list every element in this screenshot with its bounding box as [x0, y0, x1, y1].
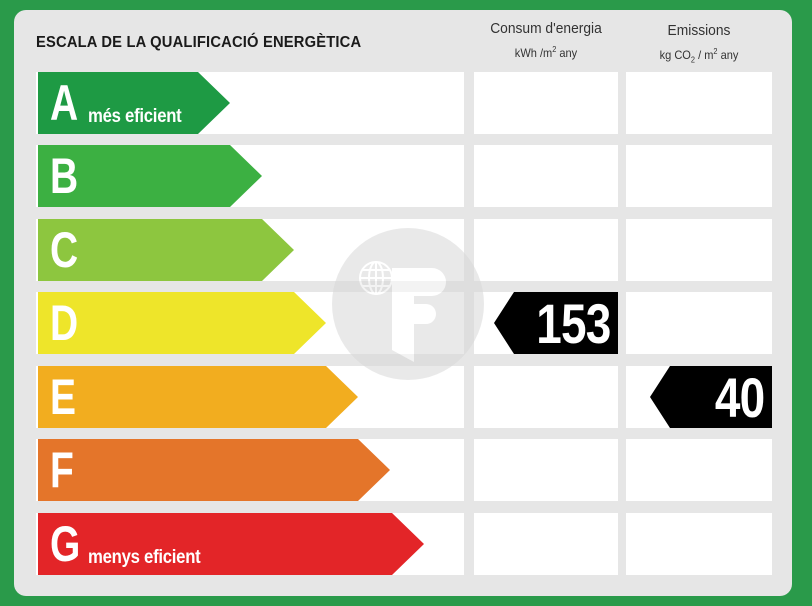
- consumption-cell: [474, 439, 618, 501]
- emissions-unit: kg CO2 / m2 any: [659, 47, 739, 65]
- class-letter: D: [50, 295, 79, 351]
- emissions-rating-value: 40: [714, 366, 765, 429]
- class-band-c: C: [36, 219, 294, 281]
- class-row-b: B: [0, 145, 812, 207]
- class-row-e: E 40: [0, 366, 812, 429]
- consumption-cell: [474, 145, 618, 207]
- consumption-cell: [474, 366, 618, 428]
- emissions-cell: [626, 145, 772, 207]
- class-band-e: E: [36, 366, 358, 428]
- class-band-d: D: [36, 292, 326, 354]
- emissions-cell: [626, 513, 772, 575]
- emissions-header: Emissions kg CO2 / m2 any: [626, 22, 772, 68]
- class-letter: C: [50, 222, 79, 278]
- consumption-rating-value: 153: [535, 292, 611, 355]
- class-letter: E: [50, 369, 77, 425]
- class-letter: A: [50, 75, 79, 131]
- consumption-unit: kWh /m2 any: [514, 45, 578, 60]
- emissions-cell: [626, 219, 772, 281]
- emissions-rating-indicator: 40: [650, 366, 772, 429]
- class-row-f: F: [0, 439, 812, 501]
- emissions-cell: [626, 72, 772, 134]
- consumption-header: Consum d'energia kWh /m2 any: [474, 20, 618, 61]
- consumption-rating-indicator: 153: [494, 292, 618, 355]
- class-letter: F: [50, 442, 74, 498]
- consumption-cell: [474, 513, 618, 575]
- consumption-cell: [474, 72, 618, 134]
- class-band-b: B: [36, 145, 262, 207]
- class-note: menys eficient: [88, 547, 201, 568]
- label-title: ESCALA DE LA QUALIFICACIÓ ENERGÈTICA: [36, 34, 362, 51]
- consumption-cell: [474, 219, 618, 281]
- consumption-label: Consum d'energia: [490, 20, 602, 37]
- watermark-logo-icon: [330, 226, 486, 382]
- emissions-label: Emissions: [667, 22, 731, 39]
- class-letter: B: [50, 148, 79, 204]
- emissions-cell: [626, 292, 772, 354]
- class-letter: G: [50, 516, 81, 572]
- class-note: més eficient: [88, 106, 182, 127]
- emissions-cell: [626, 439, 772, 501]
- class-row-c: C: [0, 219, 812, 281]
- class-band-f: F: [36, 439, 390, 501]
